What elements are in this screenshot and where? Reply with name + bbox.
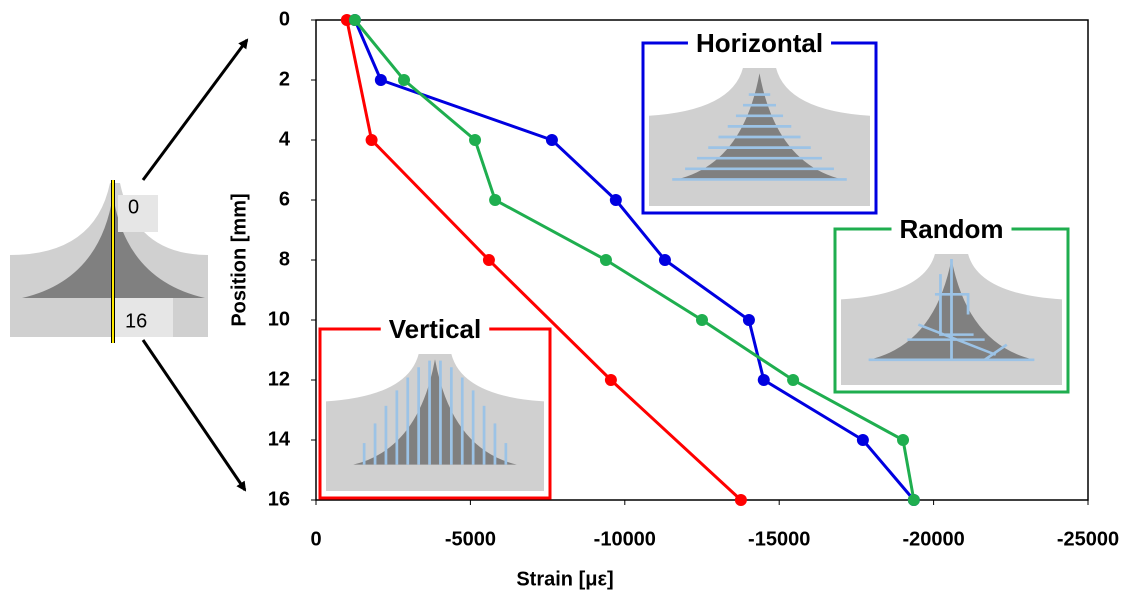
inset: Horizontal (641, 28, 878, 215)
raster (868, 259, 1035, 362)
y-tick-label: 12 (268, 368, 290, 390)
fillet (353, 359, 517, 465)
inset-image (326, 354, 544, 491)
data-point (907, 494, 920, 506)
x-tick-label: -10000 (594, 528, 656, 550)
data-point (757, 374, 770, 386)
data-point (787, 374, 800, 386)
inset-image (841, 254, 1062, 385)
data-point (482, 254, 495, 266)
annotation: 0 (128, 196, 139, 218)
annotation: 16 (125, 310, 147, 332)
data-point (398, 74, 411, 86)
data-point (469, 134, 482, 146)
data-point (599, 254, 612, 266)
inset: Vertical (318, 314, 552, 500)
label-gap (891, 226, 1012, 232)
x-tick-label: -20000 (902, 528, 964, 550)
data-point (348, 14, 361, 26)
x-tick-label: -15000 (748, 528, 810, 550)
y-tick-label: 6 (279, 188, 290, 210)
inset-image (649, 68, 870, 206)
label-gap (380, 326, 490, 332)
data-point (742, 314, 755, 326)
series-label: Vertical (389, 314, 482, 344)
y-tick-label: 10 (268, 308, 290, 330)
y-tick-label: 16 (268, 488, 290, 510)
data-point (856, 434, 869, 446)
data-point (897, 434, 910, 446)
cross-section-diagram: 0 16 (10, 38, 249, 492)
label-gap (687, 40, 832, 46)
series-label: Horizontal (696, 28, 823, 58)
x-tick-label: -25000 (1057, 528, 1119, 550)
x-tick-label: -5000 (445, 528, 496, 550)
x-axis-title: Strain [με] (516, 568, 613, 590)
data-point (658, 254, 671, 266)
y-axis-title: Position [mm] (228, 193, 250, 326)
inset: Random (833, 214, 1070, 394)
y-tick-label: 8 (279, 248, 290, 270)
y-tick-label: 4 (279, 128, 291, 150)
data-point (604, 374, 617, 386)
data-point (609, 194, 622, 206)
y-tick-label: 2 (279, 68, 290, 90)
data-point (696, 314, 708, 326)
data-point (374, 74, 387, 86)
data-point (734, 494, 747, 506)
x-tick-label: 0 (310, 528, 321, 550)
data-point (365, 134, 378, 146)
y-tick-label: 0 (279, 8, 290, 30)
y-tick-label: 14 (268, 428, 291, 450)
data-point (545, 134, 558, 146)
series-label: Random (900, 214, 1004, 244)
data-point (489, 194, 502, 206)
